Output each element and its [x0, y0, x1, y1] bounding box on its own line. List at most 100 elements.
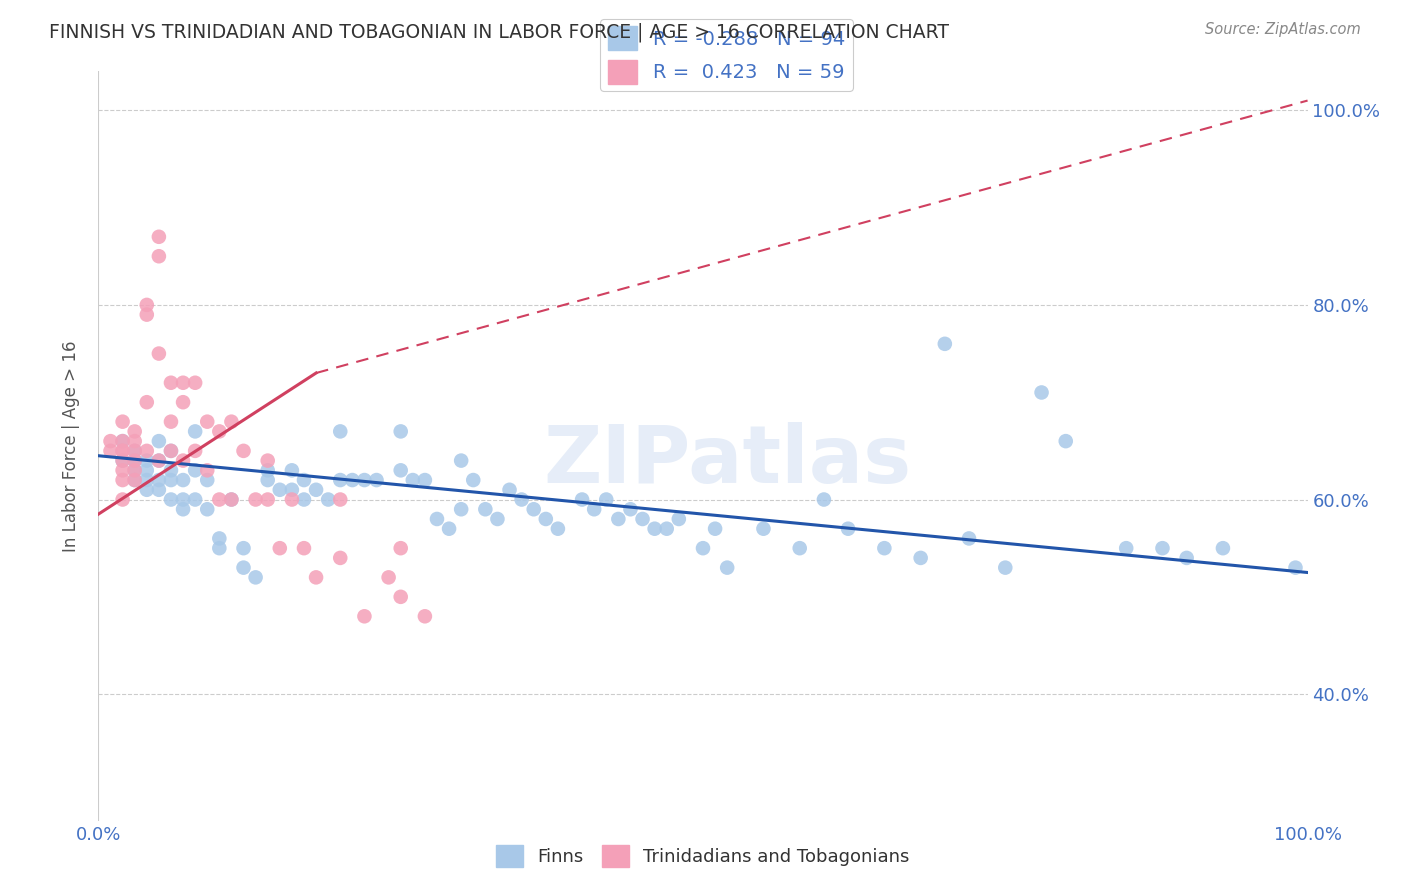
Point [135, 463, 157, 477]
Point [583, 502, 606, 516]
Point [160, 492, 183, 507]
Point [184, 425, 207, 439]
Point [668, 512, 690, 526]
Point [1212, 541, 1234, 556]
Point [135, 453, 157, 467]
Text: Source: ZipAtlas.com: Source: ZipAtlas.com [1205, 22, 1361, 37]
Point [789, 541, 811, 556]
Point [498, 483, 520, 497]
Point [957, 532, 980, 546]
Point [619, 502, 641, 516]
Point [135, 298, 157, 312]
Point [571, 492, 593, 507]
Point [256, 453, 278, 467]
Point [208, 492, 231, 507]
Point [1152, 541, 1174, 556]
Point [124, 425, 146, 439]
Point [389, 590, 412, 604]
Point [486, 512, 509, 526]
Point [184, 443, 207, 458]
Point [450, 453, 472, 467]
Point [994, 560, 1017, 574]
Point [111, 443, 134, 458]
Point [389, 541, 412, 556]
Point [256, 473, 278, 487]
Point [281, 483, 304, 497]
Text: FINNISH VS TRINIDADIAN AND TOBAGONIAN IN LABOR FORCE | AGE > 16 CORRELATION CHAR: FINNISH VS TRINIDADIAN AND TOBAGONIAN IN… [49, 22, 949, 42]
Point [704, 522, 727, 536]
Point [100, 434, 122, 449]
Point [221, 415, 243, 429]
Point [124, 473, 146, 487]
Point [172, 473, 194, 487]
Point [184, 463, 207, 477]
Y-axis label: In Labor Force | Age > 16: In Labor Force | Age > 16 [62, 340, 80, 552]
Point [342, 473, 364, 487]
Point [124, 453, 146, 467]
Point [655, 522, 678, 536]
Point [208, 532, 231, 546]
Point [245, 570, 267, 584]
Point [111, 453, 134, 467]
Point [148, 229, 170, 244]
Point [172, 395, 194, 409]
Point [1175, 550, 1198, 565]
Point [148, 249, 170, 263]
Point [245, 492, 267, 507]
Point [353, 473, 375, 487]
Point [195, 502, 218, 516]
Point [111, 492, 134, 507]
Point [111, 453, 134, 467]
Text: ZIPatlas: ZIPatlas [543, 422, 911, 500]
Point [329, 550, 352, 565]
Point [172, 376, 194, 390]
Point [124, 473, 146, 487]
Point [692, 541, 714, 556]
Point [232, 541, 254, 556]
Legend: Finns, Trinidadians and Tobagonians: Finns, Trinidadians and Tobagonians [489, 838, 917, 874]
Point [389, 425, 412, 439]
Point [316, 492, 339, 507]
Point [269, 483, 291, 497]
Point [100, 443, 122, 458]
Point [910, 550, 932, 565]
Point [1284, 560, 1306, 574]
Point [221, 492, 243, 507]
Point [463, 473, 485, 487]
Point [281, 492, 304, 507]
Point [111, 434, 134, 449]
Point [474, 502, 496, 516]
Point [172, 502, 194, 516]
Point [450, 502, 472, 516]
Point [232, 443, 254, 458]
Point [208, 425, 231, 439]
Point [148, 473, 170, 487]
Point [1031, 385, 1053, 400]
Point [329, 492, 352, 507]
Point [366, 473, 388, 487]
Point [135, 308, 157, 322]
Point [232, 560, 254, 574]
Point [124, 463, 146, 477]
Point [292, 541, 315, 556]
Point [160, 473, 183, 487]
Point [148, 453, 170, 467]
Point [353, 609, 375, 624]
Point [426, 512, 449, 526]
Point [437, 522, 460, 536]
Point [160, 415, 183, 429]
Point [172, 492, 194, 507]
Point [135, 443, 157, 458]
Point [160, 443, 183, 458]
Point [124, 453, 146, 467]
Point [413, 473, 436, 487]
Point [160, 443, 183, 458]
Point [148, 453, 170, 467]
Point [160, 463, 183, 477]
Point [195, 473, 218, 487]
Point [305, 570, 328, 584]
Point [752, 522, 775, 536]
Point [256, 492, 278, 507]
Point [135, 483, 157, 497]
Point [716, 560, 738, 574]
